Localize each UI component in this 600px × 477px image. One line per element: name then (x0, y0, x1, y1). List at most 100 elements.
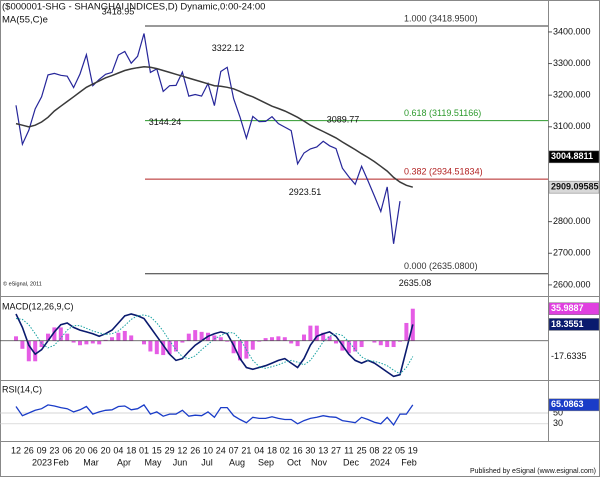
histogram-bar (199, 331, 204, 341)
histogram-bar (14, 336, 18, 341)
fib-level-label: 1.000 (3418.9500) (404, 13, 478, 23)
y-tick-label: 2600.000 (553, 279, 591, 289)
histogram-bar (282, 337, 287, 341)
histogram-bar (193, 330, 198, 341)
histogram-bar (289, 340, 294, 344)
y-tick-label: 3400.000 (553, 26, 591, 36)
histogram-bar (212, 335, 217, 341)
peak-label: 3089.77 (327, 114, 360, 124)
x-tick-label: 26 (24, 445, 34, 455)
x-group-label: Feb (401, 457, 417, 467)
histogram-bar (71, 340, 76, 343)
x-tick-label: 20 (101, 445, 111, 455)
histogram-bar (110, 337, 114, 341)
histogram-bar (391, 340, 396, 348)
x-group-label: Dec (343, 457, 360, 467)
x-tick-label: 06 (62, 445, 72, 455)
fib-level-label: 0.000 (2635.0800) (404, 261, 478, 271)
histogram-bar (372, 340, 377, 343)
histogram-bar (180, 340, 185, 343)
y-tick-label: 30 (553, 418, 563, 428)
panel-label-bg (1, 301, 77, 312)
histogram-bar (142, 340, 146, 345)
current-value: 18.3551 (551, 319, 584, 329)
x-group-label: Mar (83, 457, 99, 467)
histogram-bar (404, 322, 409, 341)
footer: Published by eSignal (www.esignal.com) (470, 468, 596, 475)
x-tick-label: 09 (37, 445, 47, 455)
x-tick-label: 10 (203, 445, 213, 455)
x-tick-label: 13 (318, 445, 328, 455)
histogram-bar (122, 330, 127, 341)
histogram-bar (327, 336, 332, 341)
x-tick-label: 20 (75, 445, 85, 455)
x-tick-label: 23 (49, 445, 59, 455)
x-group-label: Sep (258, 457, 274, 467)
macd-line (15, 313, 414, 378)
fib-level-label: 0.618 (3119.51166) (404, 108, 481, 118)
histogram-bar (46, 333, 50, 341)
histogram-bar (33, 340, 38, 362)
x-tick-label: 22 (382, 445, 392, 455)
x-group-label: Aug (229, 457, 245, 467)
x-tick-label: 29 (165, 445, 175, 455)
histogram-bar (359, 340, 364, 348)
x-group-label: Jul (201, 457, 213, 467)
x-tick-label: 18 (267, 445, 277, 455)
histogram-bar (346, 340, 351, 354)
x-tick-label: 12 (11, 445, 21, 455)
chart-title: ($000001-SHG - SHANGHAI INDICES,D) Dynam… (2, 2, 265, 13)
histogram-bar (321, 332, 326, 341)
histogram-bar (39, 340, 44, 348)
y-tick-label: 3300.000 (553, 58, 591, 68)
moving-average (15, 65, 414, 188)
histogram-bar (398, 340, 402, 342)
x-tick-label: 01 (139, 445, 149, 455)
current-value: -17.6335 (551, 351, 587, 361)
peak-label: 2635.08 (399, 278, 432, 288)
histogram-bar (148, 340, 153, 352)
histogram-bar (263, 338, 268, 341)
rsi-line (15, 404, 414, 427)
histogram-bar (385, 340, 390, 348)
panel-label: MACD(12,26,9,C) (2, 301, 74, 311)
last-price: 3004.8811 (551, 151, 593, 161)
histogram-bar (78, 340, 82, 346)
panel-label-bg (1, 384, 45, 395)
histogram-bar (314, 325, 319, 341)
x-tick-label: 11 (344, 445, 353, 455)
histogram-bar (308, 325, 313, 341)
x-tick-label: 12 (177, 445, 187, 455)
peak-label: 3322.12 (212, 43, 245, 53)
x-group-label: Nov (311, 457, 328, 467)
current-value-box (548, 302, 600, 315)
histogram-bar (161, 340, 166, 356)
x-group-label: Oct (287, 457, 302, 467)
x-tick-label: 18 (126, 445, 136, 455)
x-tick-label: 04 (254, 445, 264, 455)
copyright: © eSignal, 2011 (3, 280, 42, 287)
indicator-label: MA(55,C)e (2, 15, 48, 26)
y-tick-label: 3100.000 (553, 121, 591, 131)
x-tick-label: 19 (408, 445, 418, 455)
histogram-bar (26, 340, 31, 362)
panel-label: RSI(14,C) (2, 384, 42, 394)
current-value-box (548, 318, 600, 331)
histogram-bar (84, 340, 89, 345)
histogram-bar (103, 339, 108, 341)
histogram-bar (353, 340, 358, 352)
histogram-bar (270, 337, 274, 341)
x-group-label: Apr (117, 457, 131, 467)
peak-label: 2923.51 (289, 187, 322, 197)
y-tick-label: 2800.000 (553, 216, 591, 226)
histogram-bar (154, 340, 159, 355)
peak-label: 3418.95 (102, 6, 135, 16)
peak-label: 3144.24 (149, 117, 182, 127)
x-tick-label: 30 (305, 445, 315, 455)
x-group-label: 2024 (370, 457, 390, 467)
last-price-box (548, 150, 600, 164)
histogram-bar (276, 336, 281, 341)
current-value-box (548, 398, 600, 412)
histogram-bar (302, 334, 306, 341)
histogram-bar (174, 340, 178, 352)
